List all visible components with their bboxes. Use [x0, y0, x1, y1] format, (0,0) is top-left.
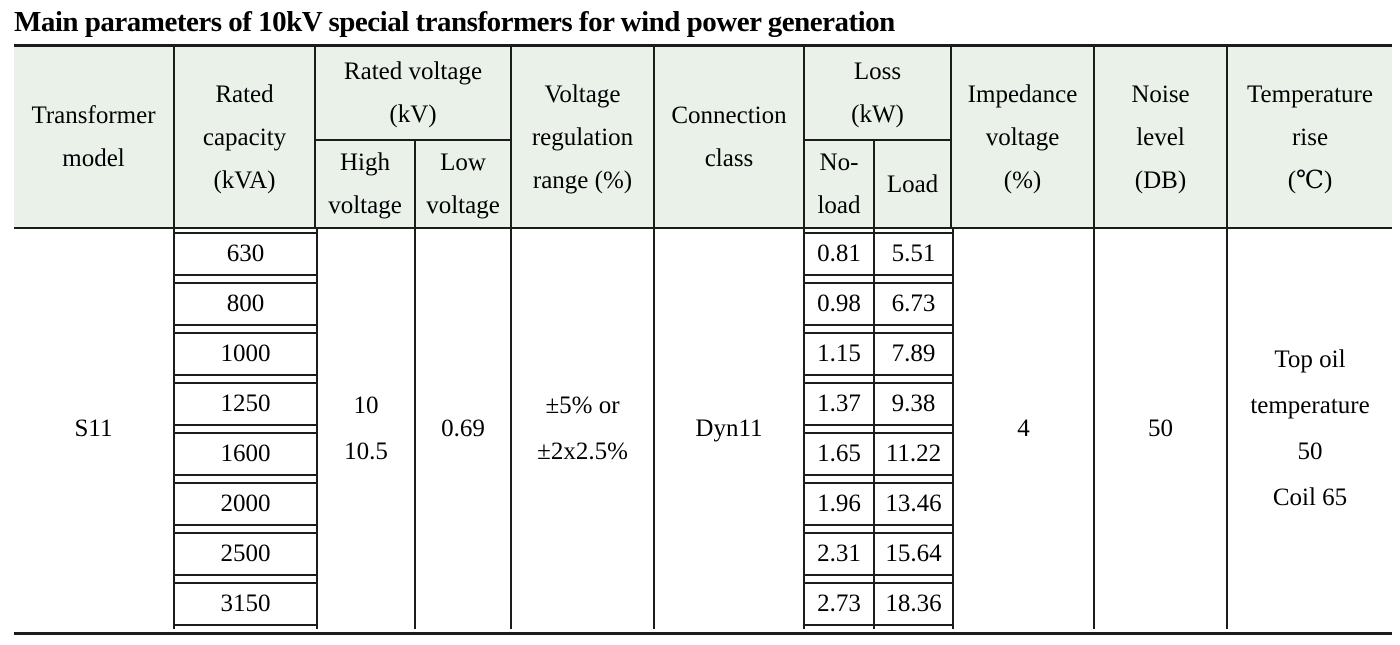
- capacity-cell: 1250: [175, 379, 316, 429]
- table-row: S11 630 10 10.5 0.69 ±5% or ±2x2.5% Dyn1…: [14, 229, 1392, 629]
- capacity-cell: 630: [175, 229, 316, 279]
- load-loss-value: 6.73: [875, 282, 952, 326]
- col-header-rated-voltage: Rated voltage (kV): [316, 47, 512, 141]
- no-load-loss-value: 1.15: [805, 332, 873, 376]
- capacity-value: 2500: [175, 532, 316, 576]
- noise-level-cell: 50: [1095, 229, 1228, 629]
- capacity-value: 1000: [175, 332, 316, 376]
- no-load-loss-cell: 0.98: [805, 279, 875, 329]
- load-loss-cell: 7.89: [875, 329, 952, 379]
- col-header-transformer-model: Transformer model: [14, 47, 175, 229]
- no-load-loss-value: 2.31: [805, 532, 873, 576]
- high-voltage-cell: 10 10.5: [316, 229, 416, 629]
- table-row: 3150 2.73 18.36: [14, 579, 1392, 629]
- no-load-loss-cell: 2.73: [805, 579, 875, 629]
- load-loss-value: 18.36: [875, 582, 952, 626]
- table-row: 1000 1.15 7.89: [14, 329, 1392, 379]
- col-header-rated-capacity: Rated capacity (kVA): [175, 47, 316, 229]
- capacity-value: 2000: [175, 482, 316, 526]
- load-loss-cell: 5.51: [875, 229, 952, 279]
- no-load-loss-value: 0.98: [805, 282, 873, 326]
- no-load-loss-cell: 1.65: [805, 429, 875, 479]
- col-header-no-load: No- load: [805, 141, 875, 229]
- table-row: 2500 2.31 15.64: [14, 529, 1392, 579]
- table-title: Main parameters of 10kV special transfor…: [14, 6, 895, 38]
- load-loss-cell: 15.64: [875, 529, 952, 579]
- col-header-high-voltage: High voltage: [316, 141, 416, 229]
- load-loss-value: 15.64: [875, 532, 952, 576]
- no-load-loss-cell: 1.15: [805, 329, 875, 379]
- table-row: 800 0.98 6.73: [14, 279, 1392, 329]
- capacity-cell: 2000: [175, 479, 316, 529]
- temperature-rise-cell: Top oil temperature 50 Coil 65: [1250, 345, 1370, 512]
- col-header-temperature-rise: Temperature rise (℃): [1228, 47, 1392, 229]
- load-loss-value: 9.38: [875, 382, 952, 426]
- col-header-impedance-voltage: Impedance voltage (%): [952, 47, 1095, 229]
- no-load-loss-value: 1.96: [805, 482, 873, 526]
- load-loss-value: 13.46: [875, 482, 952, 526]
- capacity-cell: 2500: [175, 529, 316, 579]
- no-load-loss-value: 0.81: [805, 232, 873, 276]
- low-voltage-cell: 0.69: [416, 229, 512, 629]
- no-load-loss-value: 2.73: [805, 582, 873, 626]
- no-load-loss-value: 1.37: [805, 382, 873, 426]
- voltage-regulation-cell: ±5% or ±2x2.5%: [512, 229, 655, 629]
- no-load-loss-cell: 1.37: [805, 379, 875, 429]
- capacity-cell: 1000: [175, 329, 316, 379]
- col-header-voltage-regulation: Voltage regulation range (%): [512, 47, 655, 229]
- load-loss-value: 5.51: [875, 232, 952, 276]
- no-load-loss-cell: 0.81: [805, 229, 875, 279]
- connection-class-cell: Dyn11: [655, 229, 805, 629]
- load-loss-cell: 9.38: [875, 379, 952, 429]
- header-row-2: High voltage Low voltage No- load Load: [14, 141, 1392, 229]
- no-load-loss-cell: 2.31: [805, 529, 875, 579]
- load-loss-value: 11.22: [875, 432, 952, 476]
- col-header-load: Load: [875, 141, 952, 229]
- impedance-voltage-cell: 4: [952, 229, 1095, 629]
- capacity-cell: 1600: [175, 429, 316, 479]
- col-header-loss: Loss (kW): [805, 47, 952, 141]
- load-loss-value: 7.89: [875, 332, 952, 376]
- col-header-connection-class: Connection class: [655, 47, 805, 229]
- no-load-loss-cell: 1.96: [805, 479, 875, 529]
- capacity-cell: 3150: [175, 579, 316, 629]
- load-loss-cell: 13.46: [875, 479, 952, 529]
- transformer-model-cell: S11: [14, 229, 175, 629]
- transformer-parameters-table: Transformer model Rated capacity (kVA) R…: [14, 47, 1392, 629]
- no-load-loss-value: 1.65: [805, 432, 873, 476]
- load-loss-cell: 6.73: [875, 279, 952, 329]
- table-frame: Transformer model Rated capacity (kVA) R…: [14, 44, 1392, 635]
- table-row: 2000 1.96 13.46: [14, 479, 1392, 529]
- capacity-value: 1600: [175, 432, 316, 476]
- table-row: 1250 1.37 9.38: [14, 379, 1392, 429]
- col-header-low-voltage: Low voltage: [416, 141, 512, 229]
- capacity-value: 1250: [175, 382, 316, 426]
- load-loss-cell: 11.22: [875, 429, 952, 479]
- col-header-noise-level: Noise level (DB): [1095, 47, 1228, 229]
- table-row: 1600 1.65 11.22: [14, 429, 1392, 479]
- capacity-value: 800: [175, 282, 316, 326]
- capacity-cell: 800: [175, 279, 316, 329]
- header-row-1: Transformer model Rated capacity (kVA) R…: [14, 47, 1392, 229]
- capacity-value: 3150: [175, 582, 316, 626]
- load-loss-cell: 18.36: [875, 579, 952, 629]
- page: Main parameters of 10kV special transfor…: [14, 6, 1392, 635]
- capacity-value: 630: [175, 232, 316, 276]
